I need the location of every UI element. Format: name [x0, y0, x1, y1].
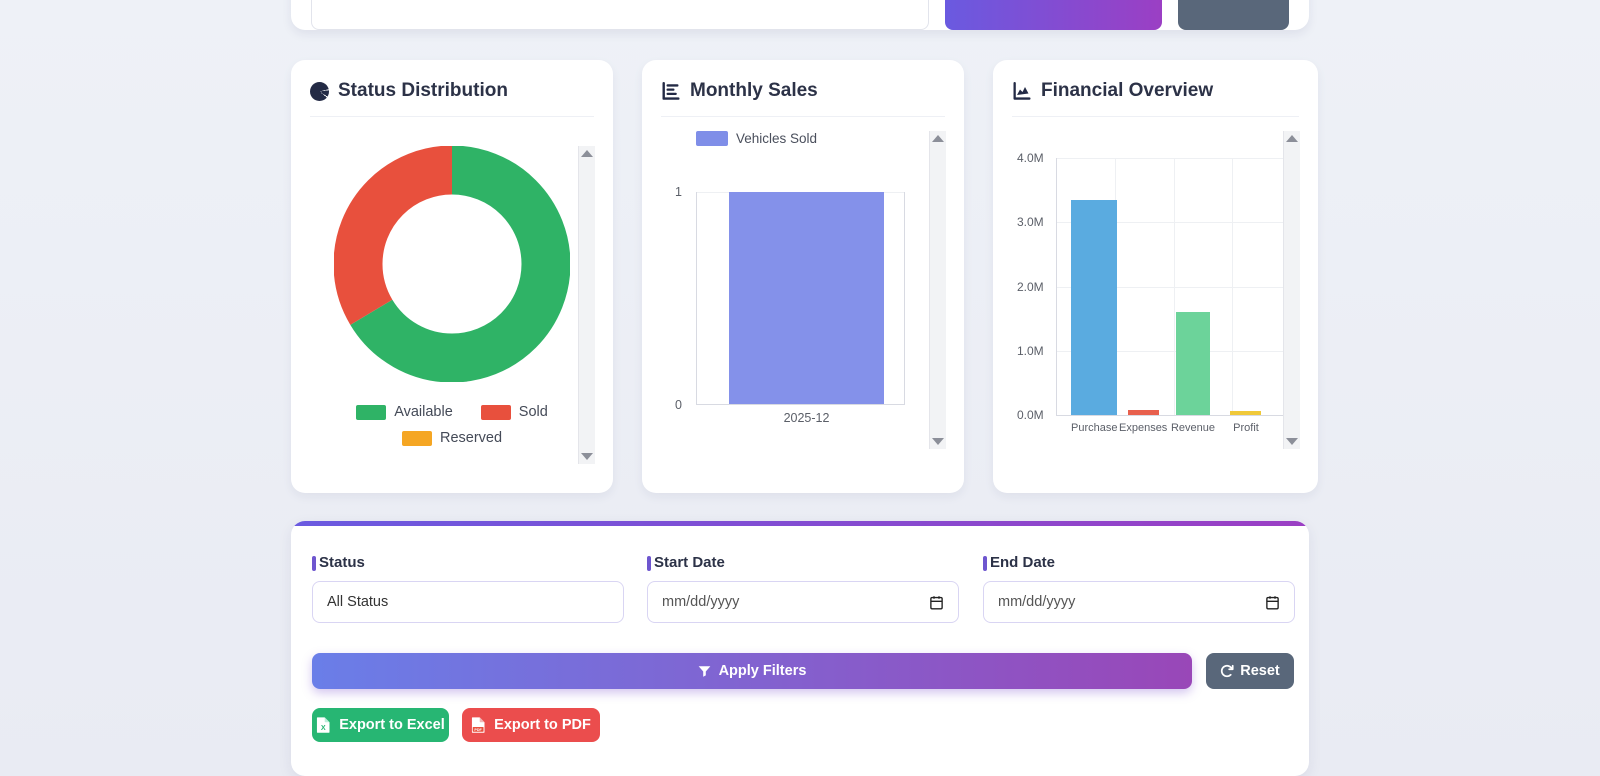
svg-text:PDF: PDF — [475, 728, 483, 732]
svg-text:X: X — [321, 723, 326, 732]
